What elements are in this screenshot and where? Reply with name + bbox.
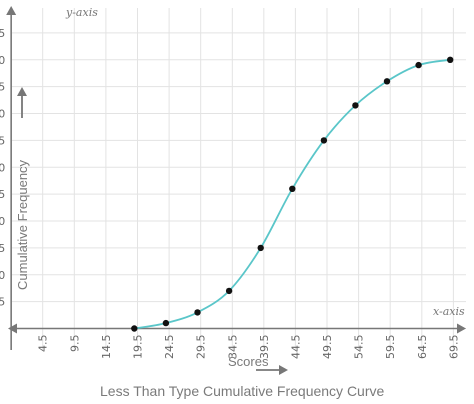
x-axis-left-arrow — [8, 323, 17, 334]
axes — [6, 6, 466, 350]
x-axis-name: x-axis — [433, 305, 465, 318]
y-axis-name: y-axis — [65, 6, 98, 19]
y-axis-label: Cumulative Frequency — [15, 159, 30, 290]
data-point — [447, 56, 454, 63]
y-tick-labels: 5 10 15 20 25 30 35 40 45 50 55 — [0, 27, 5, 309]
data-point — [131, 325, 138, 332]
data-point — [352, 102, 359, 109]
y-tick-label: 25 — [0, 188, 5, 201]
data-point — [383, 78, 391, 85]
x-tick-label: 69.5 — [447, 335, 460, 360]
data-points — [131, 56, 454, 332]
y-tick-label: 5 — [0, 296, 5, 309]
data-point — [257, 244, 264, 252]
x-tick-label: 24.5 — [163, 335, 176, 360]
x-tick-labels: 4.5 9.5 14.5 19.5 24.5 29.5 34.5 39.5 44.5 49.5 54… — [37, 335, 461, 360]
y-tick-label: 35 — [0, 134, 5, 147]
y-tick-label: 40 — [0, 108, 5, 121]
up-arrow-icon — [17, 87, 27, 118]
y-tick-label: 45 — [0, 81, 5, 94]
x-tick-label: 64.5 — [416, 335, 429, 360]
y-tick-label: 15 — [0, 242, 5, 255]
x-label-group: Scores — [228, 354, 288, 375]
y-tick-label: 50 — [0, 54, 5, 67]
y-axis-up-arrow — [6, 6, 17, 15]
x-tick-label: 39.5 — [258, 335, 271, 360]
y-tick-label: 10 — [0, 269, 5, 282]
x-tick-label: 59.5 — [384, 335, 397, 360]
data-point — [415, 61, 422, 69]
x-tick-label: 49.5 — [321, 335, 334, 360]
x-tick-label: 19.5 — [132, 335, 145, 360]
x-tick-label: 29.5 — [195, 335, 208, 360]
x-tick-label: 34.5 — [226, 335, 239, 360]
y-tick-label: 30 — [0, 161, 5, 174]
x-tick-label: 4.5 — [37, 335, 50, 353]
y-label-group: Cumulative Frequency — [15, 87, 30, 290]
y-tick-label: 55 — [0, 27, 5, 40]
data-point — [194, 309, 201, 316]
grid — [10, 8, 466, 350]
x-tick-label: 44.5 — [289, 335, 302, 360]
right-arrow-icon — [256, 365, 288, 375]
data-point — [320, 137, 328, 144]
x-tick-label: 9.5 — [68, 335, 81, 353]
data-point — [225, 287, 233, 295]
x-axis-label: Scores — [228, 354, 269, 369]
chart-title: Less Than Type Cumulative Frequency Curv… — [100, 383, 385, 399]
y-tick-label: 20 — [0, 215, 5, 228]
x-axis-right-arrow — [457, 323, 466, 334]
x-tick-label: 54.5 — [353, 335, 366, 360]
data-point — [289, 185, 296, 192]
data-point — [162, 319, 170, 327]
x-tick-label: 14.5 — [100, 335, 113, 360]
